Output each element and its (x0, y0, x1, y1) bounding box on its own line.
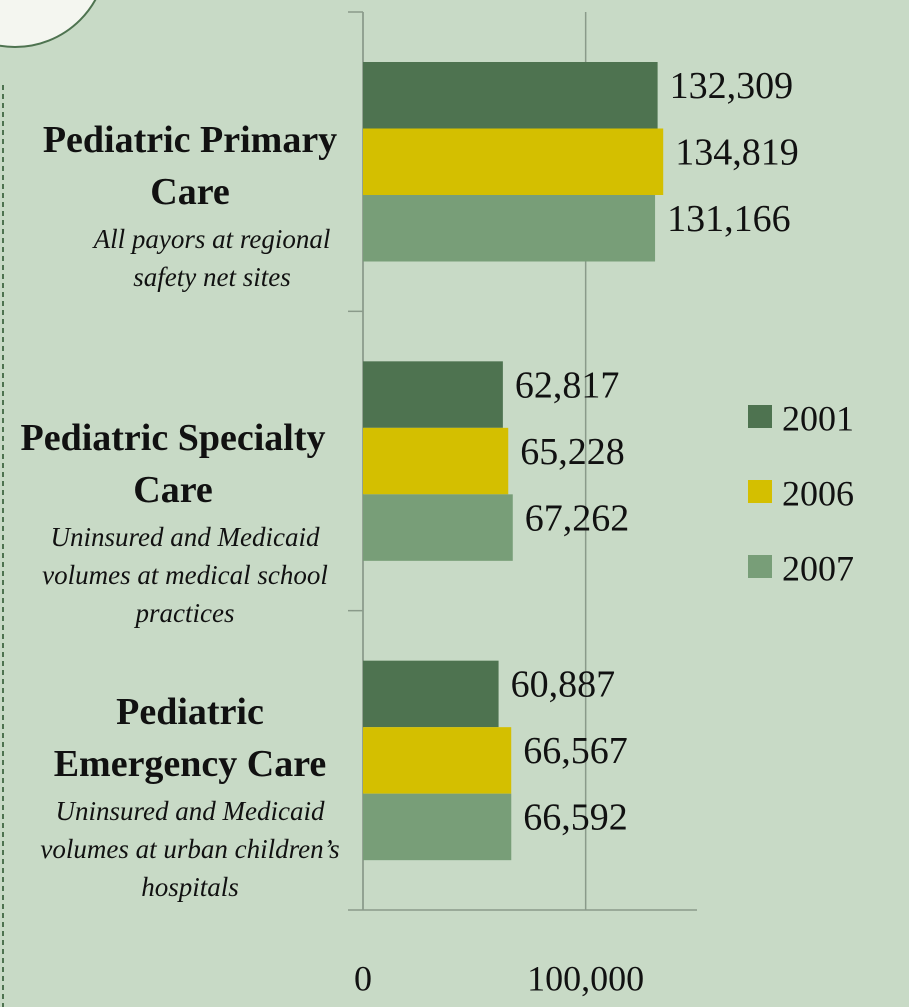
bar (363, 128, 664, 195)
category-name: Pediatric Specialty Care (20, 417, 326, 511)
value-label: 67,262 (525, 497, 630, 539)
x-tick-label: 100,000 (527, 958, 644, 998)
value-label: 66,567 (523, 730, 628, 772)
category-description: All payors at regional safety net sites (93, 224, 331, 292)
value-label: 134,819 (675, 131, 799, 173)
bar (363, 195, 656, 262)
legend-swatch (748, 480, 772, 503)
value-label: 66,592 (523, 797, 628, 839)
category-label: Pediatric Emergency Care Uninsured and M… (20, 686, 360, 906)
value-label: 132,309 (670, 65, 794, 107)
bar (363, 793, 512, 861)
legend-swatch (748, 405, 772, 428)
category-label: Pediatric Primary Care All payors at reg… (10, 114, 370, 296)
legend-swatch (748, 555, 772, 578)
category-name: Pediatric Primary Care (42, 119, 338, 213)
bar (363, 427, 509, 495)
bar (363, 62, 658, 129)
x-tick-label: 0 (354, 958, 372, 998)
bar (363, 660, 499, 728)
legend-label: 2007 (782, 548, 854, 588)
category-name: Pediatric Emergency Care (53, 691, 327, 785)
logo (0, 0, 97, 48)
bar (363, 494, 513, 561)
value-label: 65,228 (520, 431, 625, 473)
category-description: Uninsured and Medicaid volumes at medica… (42, 522, 328, 628)
value-label: 60,887 (511, 664, 616, 706)
legend-label: 2006 (782, 473, 854, 513)
legend-label: 2001 (782, 398, 854, 438)
bar (363, 361, 503, 428)
bar (363, 727, 512, 794)
category-description: Uninsured and Medicaid volumes at urban … (40, 796, 340, 902)
value-label: 62,817 (515, 364, 620, 406)
category-label: Pediatric Specialty Care Uninsured and M… (0, 412, 353, 632)
value-label: 131,166 (667, 198, 791, 240)
